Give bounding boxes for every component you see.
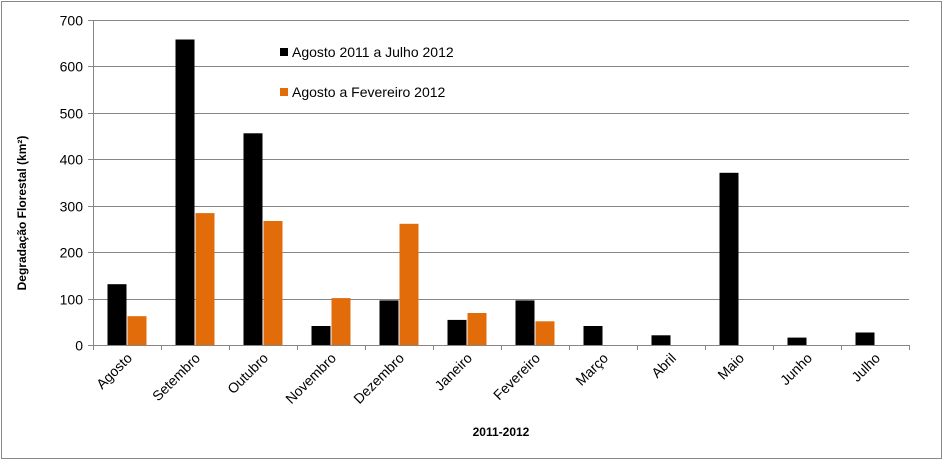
- x-tick-label: Dezembro: [350, 350, 407, 407]
- axes: [88, 20, 910, 350]
- bar-series-2: [535, 321, 555, 345]
- x-tick-label: Abril: [648, 350, 679, 381]
- x-tick-label: Maio: [714, 350, 747, 383]
- legend-swatch-series-1: [280, 48, 288, 56]
- bar-series-2: [467, 313, 487, 345]
- bar-series-1: [447, 319, 467, 345]
- bar-series-1: [583, 326, 603, 345]
- x-tick-label: Março: [572, 350, 611, 389]
- legend-swatch-series-2: [280, 88, 288, 96]
- x-axis-title: 2011-2012: [473, 425, 530, 439]
- bar-series-1: [243, 133, 263, 345]
- bar-series-1: [651, 335, 671, 346]
- x-tick-label: Novembro: [282, 350, 339, 407]
- bar-series-1: [311, 326, 331, 345]
- y-tick-label: 500: [60, 106, 84, 122]
- y-axis-title: Degradação Florestal (km²): [15, 136, 29, 291]
- y-tick-label: 700: [60, 13, 84, 29]
- bar-series-1: [379, 300, 399, 345]
- bar-series-1: [175, 39, 195, 345]
- y-tick-label: 600: [60, 59, 84, 75]
- gridlines: [93, 20, 909, 300]
- bar-series-1: [107, 284, 127, 345]
- legend-label-series-1: Agosto 2011 a Julho 2012: [292, 44, 454, 60]
- y-tick-label: 300: [60, 199, 84, 215]
- legend-label-series-2: Agosto a Fevereiro 2012: [292, 84, 446, 100]
- y-tick-label: 400: [60, 152, 84, 168]
- y-tick-labels: 0 100 200 300 400 500 600 700: [60, 13, 84, 354]
- x-tick-label: Janeiro: [431, 350, 475, 394]
- x-tick-label: Junho: [777, 350, 815, 388]
- bar-series-1: [855, 332, 875, 345]
- bar-series-1: [515, 300, 535, 345]
- y-tick-label: 100: [60, 292, 84, 308]
- y-tick-label: 0: [75, 338, 83, 354]
- x-tick-label: Agosto: [93, 350, 135, 392]
- bar-series-2: [331, 298, 351, 345]
- bar-series-1: [719, 172, 739, 346]
- x-tick-label: Setembro: [149, 350, 203, 404]
- x-tick-label: Fevereiro: [490, 350, 543, 403]
- bar-series-2: [127, 316, 147, 345]
- bar-series-1: [787, 337, 807, 345]
- bar-series-2: [195, 213, 215, 345]
- x-tick-labels: Agosto Setembro Outubro Novembro Dezembro Jan…: [93, 350, 883, 407]
- bar-series-2: [263, 221, 283, 345]
- x-tick-label: Outubro: [224, 350, 271, 397]
- y-tick-label: 200: [60, 245, 84, 261]
- bars: [107, 39, 875, 346]
- legend: Agosto 2011 a Julho 2012 Agosto a Fevere…: [280, 44, 454, 100]
- bar-series-2: [399, 223, 419, 345]
- x-tick-label: Julho: [848, 350, 883, 385]
